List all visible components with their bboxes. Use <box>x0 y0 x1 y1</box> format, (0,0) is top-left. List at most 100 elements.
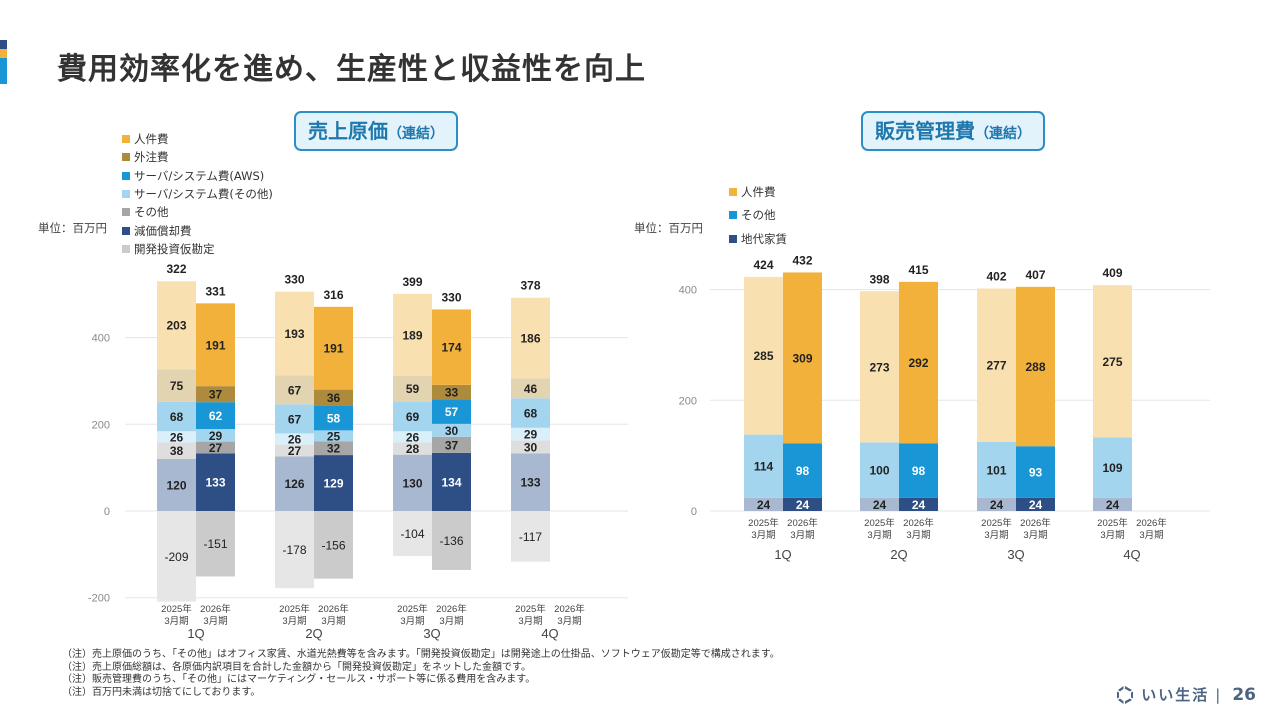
data-label: 189 <box>402 328 422 342</box>
legend-item: 外注費 <box>122 148 273 166</box>
bar-segment <box>1093 437 1132 498</box>
legend-swatch <box>122 244 130 253</box>
legend-label: 人件費 <box>134 132 169 147</box>
period-label: 2025年 <box>397 603 428 615</box>
data-label: 38 <box>170 444 184 458</box>
bar-segment <box>432 511 471 570</box>
bar-segment <box>275 375 314 405</box>
bar-segment <box>1016 286 1055 447</box>
footnote: （注）売上原価のうち、「その他」はオフィス家賃、水道光熱費等を含みます。「開発投… <box>62 649 780 660</box>
data-label: 191 <box>323 342 343 356</box>
data-label: 62 <box>209 409 223 423</box>
data-label: 277 <box>986 359 1006 373</box>
data-label: 33 <box>445 386 459 400</box>
quarter-label: 2Q <box>305 626 322 641</box>
quarter-label: 3Q <box>1007 547 1024 562</box>
bar-segment <box>275 444 314 457</box>
period-label: 3月期 <box>164 616 188 627</box>
page-number: 26 <box>1232 684 1256 705</box>
cogs-chart-title: 売上原価（連結） <box>294 111 458 151</box>
bar-segment <box>393 375 432 402</box>
period-label: 3月期 <box>439 616 463 627</box>
total-label: 398 <box>869 272 889 286</box>
bar-segment <box>393 511 432 557</box>
data-label: 37 <box>445 438 459 452</box>
period-label: 2026年 <box>787 517 818 529</box>
legend-label: その他 <box>741 208 776 223</box>
period-label: 3月期 <box>1139 530 1163 541</box>
total-label: 378 <box>520 279 540 293</box>
cogs-legend: 人件費 外注費 サーバ/システム費(AWS) サーバ/システム費(その他) その他 減価償… <box>122 130 273 258</box>
data-label: 27 <box>209 441 223 455</box>
bar-segment <box>744 276 783 435</box>
data-label: 191 <box>205 338 225 352</box>
period-label: 2026年 <box>436 603 467 615</box>
total-label: 402 <box>986 269 1006 283</box>
quarter-label: 4Q <box>541 626 558 641</box>
bar-segment <box>275 404 314 434</box>
legend-item: 人件費 <box>729 180 787 204</box>
bar-segment <box>432 309 471 385</box>
legend-item: その他 <box>729 204 787 228</box>
data-label: 126 <box>284 477 304 491</box>
cogs-chart-title-text: 売上原価 <box>308 119 388 143</box>
data-label: 69 <box>406 410 420 424</box>
data-label: -117 <box>519 530 542 544</box>
data-label: -178 <box>282 543 306 557</box>
cogs-unit-label: 単位：百万円 <box>38 221 107 235</box>
data-label: 27 <box>288 444 302 458</box>
brand-logo-icon <box>1117 685 1134 704</box>
quarter-label: 1Q <box>187 626 204 641</box>
quarter-label: 4Q <box>1123 547 1140 562</box>
period-label: 3月期 <box>400 616 424 627</box>
data-label: 68 <box>170 410 184 424</box>
total-label: 322 <box>166 262 186 276</box>
data-label: 36 <box>327 391 341 405</box>
data-label: 75 <box>170 379 184 393</box>
period-label: 2025年 <box>161 603 192 615</box>
footer: いい生活 | 26 <box>1115 684 1256 705</box>
bar-segment <box>157 511 196 602</box>
quarter-label: 1Q <box>774 547 791 562</box>
bar-segment <box>432 423 471 437</box>
legend-swatch <box>122 171 130 180</box>
total-label: 432 <box>792 253 812 267</box>
data-label: 24 <box>990 498 1004 512</box>
footnotes: （注）売上原価のうち、「その他」はオフィス家賃、水道光熱費等を含みます。「開発投… <box>62 649 780 699</box>
bar-segment <box>432 452 471 511</box>
bar-segment <box>314 455 353 511</box>
page-title: 費用効率化を進め、生産性と収益性を向上 <box>57 52 646 87</box>
bar-segment <box>314 405 353 431</box>
data-label: 29 <box>209 429 223 443</box>
data-label: 24 <box>757 498 771 512</box>
cogs-chart: -200020040012038266875203-2093222025年3月期… <box>88 262 628 641</box>
legend-swatch <box>729 234 737 243</box>
period-label: 2025年 <box>279 603 310 615</box>
data-label: 24 <box>1106 498 1120 512</box>
total-label: 316 <box>323 288 343 302</box>
bar-segment <box>511 453 550 511</box>
legend-swatch <box>729 187 737 196</box>
bar-segment <box>393 454 432 511</box>
bar-segment <box>314 511 353 579</box>
data-label: 28 <box>406 442 420 456</box>
data-label: 120 <box>166 478 186 492</box>
period-label: 2026年 <box>903 517 934 529</box>
data-label: 30 <box>445 424 459 438</box>
period-label: 3月期 <box>1100 530 1124 541</box>
data-label: 193 <box>284 327 304 341</box>
y-tick-label: 0 <box>104 506 110 518</box>
period-label: 2026年 <box>1136 517 1167 529</box>
data-label: 32 <box>327 442 341 456</box>
period-label: 2025年 <box>1097 517 1128 529</box>
period-label: 2026年 <box>1020 517 1051 529</box>
period-label: 3月期 <box>867 530 891 541</box>
data-label: 134 <box>441 475 461 489</box>
bar-segment <box>432 399 471 424</box>
bar-segment <box>783 497 822 511</box>
legend-swatch <box>122 135 130 144</box>
bar-segment <box>977 288 1016 442</box>
bar-segment <box>157 442 196 459</box>
bar-segment <box>977 497 1016 511</box>
data-label: 130 <box>402 476 422 490</box>
